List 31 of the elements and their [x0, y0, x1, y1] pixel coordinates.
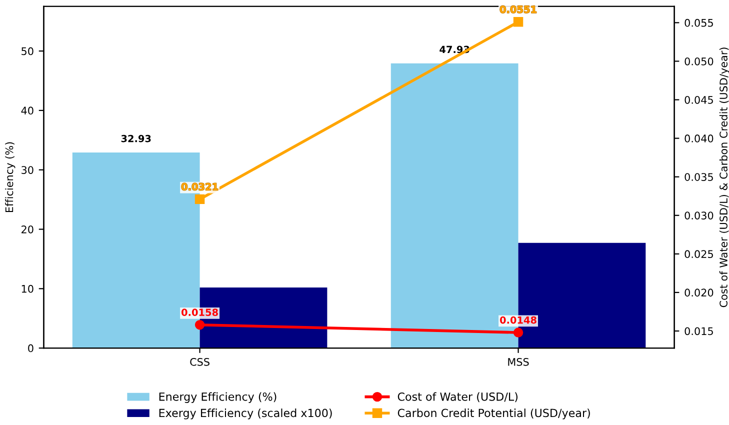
y-tick-label: 30	[22, 166, 34, 174]
y2-tick-label: 0.030	[684, 212, 714, 220]
y-tick-label: 20	[22, 225, 34, 234]
y2-tick-label: 0.015	[684, 327, 713, 336]
y2-tick-label: 0.035	[684, 173, 713, 181]
y2-tick-label: 0.045	[684, 96, 713, 104]
point	[194, 194, 205, 204]
data-label: 0.0148	[500, 316, 536, 324]
y-axis-title: Efficiency (%)	[5, 142, 16, 212]
data-label: 0.0321	[182, 183, 218, 190]
data-label: 32.93	[121, 134, 151, 142]
point	[194, 320, 205, 330]
y-tick-label: 40	[21, 106, 34, 115]
legend-label: Cost of Water (USD/L)	[398, 392, 518, 402]
point	[513, 17, 524, 27]
y2-tick-label: 0.040	[684, 134, 714, 142]
legend-label: Carbon Credit Potential (USD/year)	[398, 408, 590, 420]
y-tick-label: 50	[22, 47, 34, 56]
data-label: 0.0551	[500, 6, 536, 14]
legend-label: Energy Efficiency (%)	[159, 392, 276, 403]
y-tick-label: 0	[28, 344, 34, 352]
y2-tick-label: 0.050	[684, 57, 714, 66]
y2-tick-label: 0.025	[684, 250, 713, 258]
legend-label: Exergy Efficiency (scaled x100)	[159, 408, 332, 420]
data-label: 0.0158	[182, 308, 218, 316]
point	[513, 328, 524, 338]
y2-tick-label: 0.055	[684, 18, 713, 27]
x-tick-label: CSS	[190, 358, 210, 366]
y-tick-label: 10	[22, 284, 34, 293]
x-tick-label: MSS	[508, 358, 529, 366]
y2-tick-label: 0.020	[684, 288, 714, 297]
